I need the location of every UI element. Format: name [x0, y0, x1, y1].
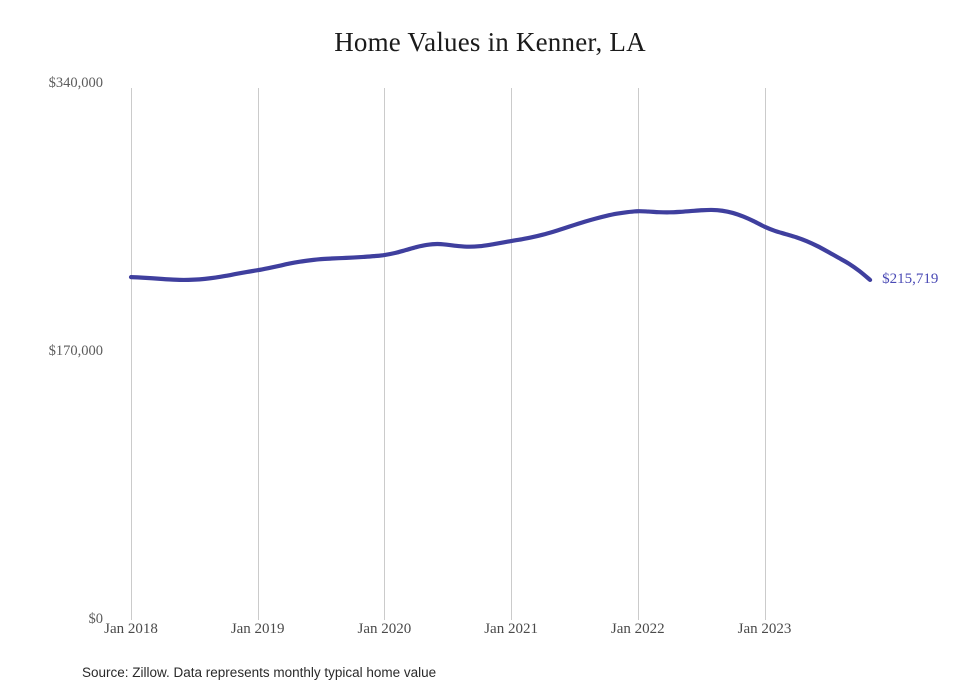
- x-axis-tick-label: Jan 2019: [230, 621, 285, 637]
- y-axis-tick-label: $170,000: [48, 343, 103, 359]
- gridline: [384, 88, 386, 620]
- x-axis-tick-label: Jan 2021: [484, 621, 538, 637]
- gridline: [131, 88, 132, 620]
- y-axis-tick-label: $0: [88, 611, 104, 627]
- gridline: [637, 88, 639, 620]
- chart-title: Home Values in Kenner, LA: [334, 27, 646, 57]
- x-axis-tick-label: Jan 2018: [104, 621, 158, 637]
- end-value-label: $215,719: [882, 270, 939, 287]
- gridline: [257, 88, 259, 620]
- x-axis-tick-label: Jan 2020: [357, 621, 412, 637]
- line-series-path: [128, 207, 873, 283]
- gridline: [764, 88, 766, 620]
- source-note: Source: Zillow. Data represents monthly …: [82, 665, 437, 680]
- x-axis-tick-label: Jan 2023: [737, 621, 792, 637]
- gridline: [511, 88, 513, 620]
- y-axis-tick-label: $340,000: [48, 75, 103, 91]
- x-axis-tick-label: Jan 2022: [610, 621, 665, 637]
